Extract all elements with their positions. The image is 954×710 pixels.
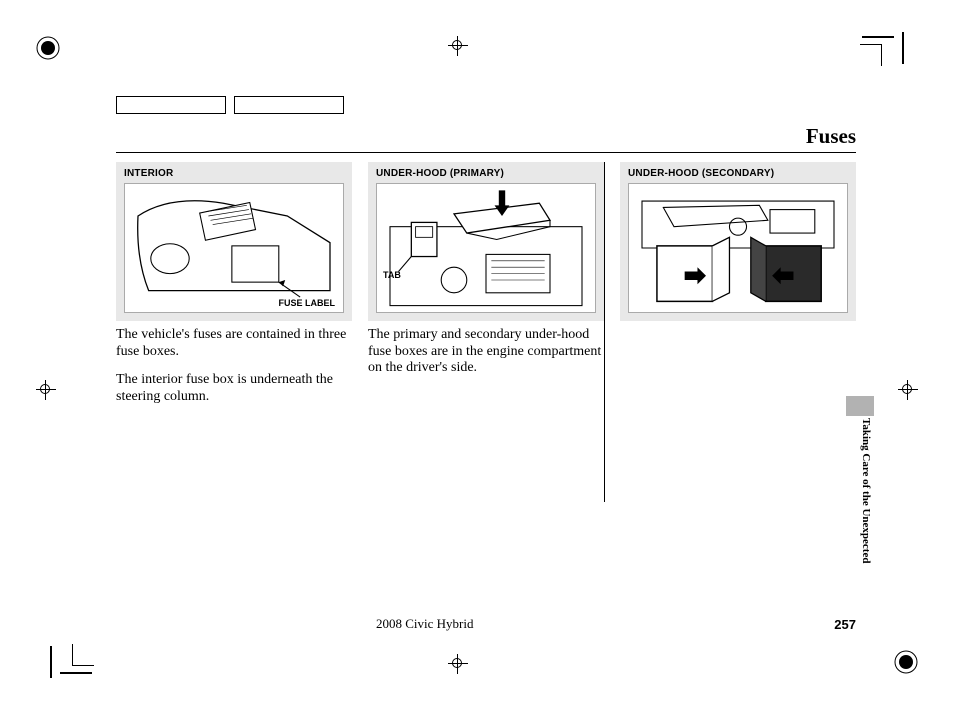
- section-label: Taking Care of the Unexpected: [860, 418, 872, 563]
- column-separator: [604, 162, 605, 502]
- column-underhood-secondary: UNDER-HOOD (SECONDARY): [620, 162, 856, 417]
- underhood-primary-icon: [377, 184, 595, 312]
- figure-label: INTERIOR: [124, 168, 344, 179]
- interior-fuse-box-icon: [125, 184, 343, 312]
- figure-illustration: TAB: [376, 183, 596, 313]
- figure-illustration: FUSE LABEL: [124, 183, 344, 313]
- page-content: Fuses INTERIOR: [116, 96, 856, 616]
- registration-mark-icon: [894, 650, 918, 674]
- header-box: [116, 96, 226, 114]
- figure-label: UNDER-HOOD (PRIMARY): [376, 168, 596, 179]
- underhood-secondary-icon: [629, 184, 847, 312]
- header-placeholder-boxes: [116, 96, 344, 114]
- section-tab: [846, 396, 874, 416]
- column-underhood-primary: UNDER-HOOD (PRIMARY): [368, 162, 604, 417]
- body-paragraph: The interior fuse box is underneath the …: [116, 372, 352, 405]
- title-rule: [116, 152, 856, 153]
- body-paragraph: The primary and secondary under-hood fus…: [368, 327, 604, 377]
- columns: INTERIOR FUSE LABEL: [116, 162, 856, 417]
- figure-underhood-secondary: UNDER-HOOD (SECONDARY): [620, 162, 856, 321]
- page-title: Fuses: [806, 124, 856, 149]
- figure-underhood-primary: UNDER-HOOD (PRIMARY): [368, 162, 604, 321]
- crosshair-icon: [448, 36, 468, 56]
- figure-interior: INTERIOR FUSE LABEL: [116, 162, 352, 321]
- footer-model: 2008 Civic Hybrid: [376, 616, 474, 632]
- figure-illustration: [628, 183, 848, 313]
- figure-label: UNDER-HOOD (SECONDARY): [628, 168, 848, 179]
- body-paragraph: The vehicle's fuses are contained in thr…: [116, 327, 352, 360]
- figure-sub-label: FUSE LABEL: [278, 298, 335, 308]
- page-number: 257: [834, 617, 856, 632]
- registration-mark-icon: [36, 36, 60, 60]
- crosshair-icon: [898, 380, 918, 400]
- column-interior: INTERIOR FUSE LABEL: [116, 162, 352, 417]
- header-box: [234, 96, 344, 114]
- crosshair-icon: [448, 654, 468, 674]
- figure-sub-label: TAB: [383, 270, 401, 280]
- crosshair-icon: [36, 380, 56, 400]
